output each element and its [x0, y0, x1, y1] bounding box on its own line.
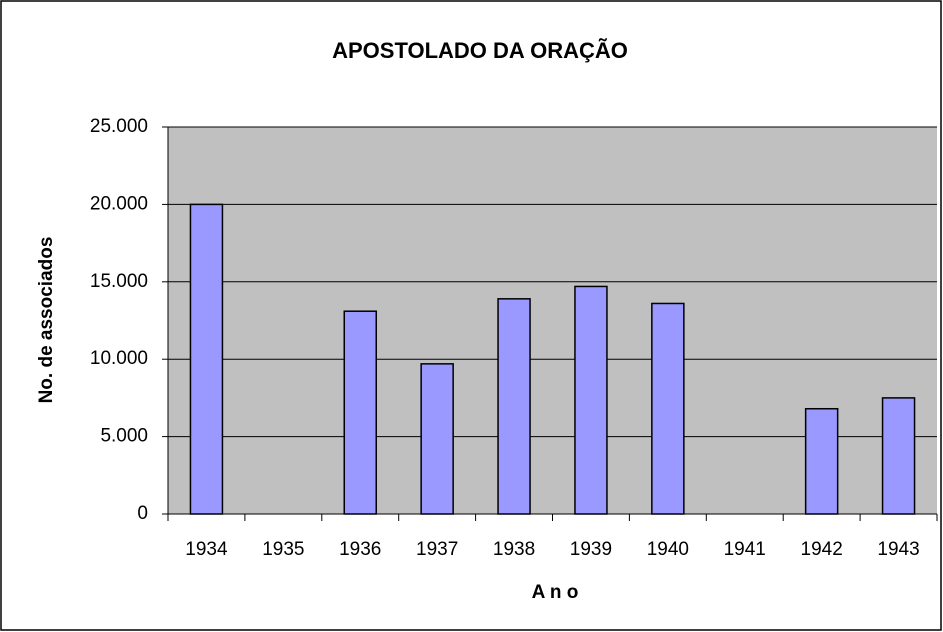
y-tick-label: 10.000 [90, 348, 148, 369]
y-tick-label: 0 [137, 503, 148, 524]
y-tick-label: 25.000 [90, 116, 148, 137]
x-tick-label: 1939 [570, 539, 612, 560]
x-tick-label: 1941 [724, 539, 766, 560]
bar [651, 302, 685, 515]
y-tick-label: 5.000 [100, 426, 148, 447]
x-tick-label: 1936 [339, 539, 381, 560]
bar [343, 310, 377, 515]
bar [574, 285, 608, 515]
y-axis-label: No. de associados [36, 237, 57, 404]
x-axis-label: A n o [532, 582, 579, 603]
x-tick-label: 1943 [877, 539, 919, 560]
bar [881, 397, 916, 515]
bar [420, 363, 454, 515]
x-tick-label: 1942 [801, 539, 843, 560]
x-tick-label: 1934 [185, 539, 228, 560]
x-tick-label: 1938 [493, 539, 535, 560]
bar [804, 407, 839, 515]
y-tick-label: 20.000 [90, 193, 148, 214]
x-tick-label: 1937 [416, 539, 458, 560]
chart-title: APOSTOLADO DA ORAÇÃO [332, 38, 628, 63]
x-tick-label: 1940 [647, 539, 689, 560]
x-tick-label: 1935 [262, 539, 304, 560]
y-tick-label: 15.000 [90, 271, 148, 292]
bar [189, 203, 224, 515]
bar [497, 298, 531, 515]
